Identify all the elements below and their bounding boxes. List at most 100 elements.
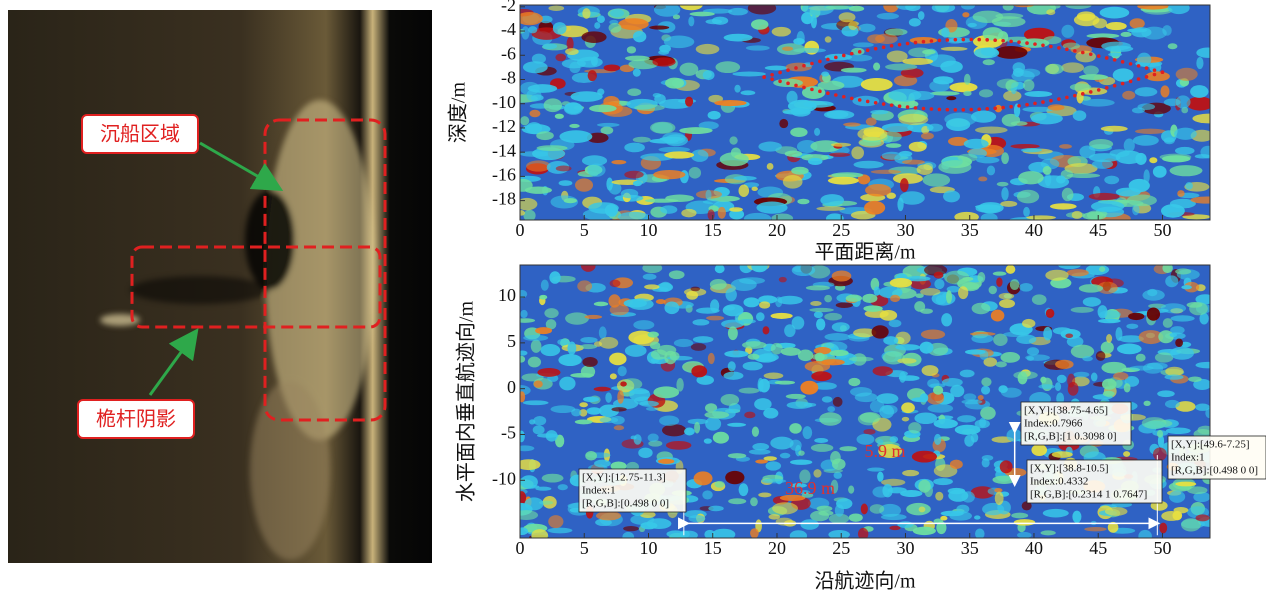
heatmap-blob — [724, 350, 748, 357]
outline-dot — [810, 62, 814, 66]
heatmap-blob — [742, 341, 767, 349]
heatmap-blob — [997, 79, 1019, 89]
heatmap-blob — [1074, 14, 1100, 26]
x-tick-label: 35 — [961, 538, 979, 558]
datatip-text: [X,Y]:[49.6-7.25] — [1171, 439, 1250, 451]
heatmap-blob — [975, 204, 1001, 209]
heatmap-blob — [541, 280, 549, 291]
datatip-text: [X,Y]:[38.8-10.5] — [1030, 463, 1109, 475]
heatmap-blob — [528, 357, 541, 368]
heatmap-blob — [582, 357, 597, 367]
outline-dot — [1105, 86, 1109, 90]
heatmap-blob — [895, 344, 920, 350]
heatmap-blob — [832, 271, 852, 282]
heatmap-blob — [1187, 486, 1207, 494]
heatmap-blob — [1185, 182, 1193, 190]
heatmap-blob — [996, 277, 1002, 286]
heatmap-blob — [706, 19, 723, 24]
heatmap-blob — [873, 63, 880, 71]
heatmap-blob — [725, 288, 736, 301]
heatmap-blob — [979, 418, 986, 428]
heatmap-blob — [650, 122, 675, 134]
heatmap-blob — [708, 353, 715, 364]
heatmap-blob — [604, 64, 621, 71]
heatmap-blob — [521, 26, 529, 39]
heatmap-blob — [643, 274, 657, 280]
heatmap-blob — [656, 299, 666, 304]
heatmap-blob — [1084, 527, 1107, 531]
heatmap-blob — [999, 299, 1015, 308]
heatmap-blob — [633, 69, 641, 77]
heatmap-blob — [1135, 87, 1158, 96]
heatmap-blob — [756, 312, 765, 321]
heatmap-blob — [1045, 173, 1052, 186]
outline-dot — [1009, 105, 1013, 109]
heatmap-blob — [575, 420, 593, 425]
outline-dot — [1049, 99, 1053, 103]
heatmap-blob — [645, 199, 679, 203]
heatmap-blob — [1046, 9, 1055, 15]
datatip-text: [X,Y]:[38.75-4.65] — [1024, 405, 1108, 417]
heatmap-blob — [1067, 173, 1100, 178]
heatmap-blob — [520, 116, 529, 125]
outline-dot — [1025, 41, 1029, 45]
heatmap-blob — [879, 405, 894, 418]
heatmap-blob — [1165, 400, 1180, 408]
heatmap-blob — [833, 397, 843, 407]
heatmap-blob — [1041, 530, 1056, 535]
heatmap-blob — [827, 406, 835, 412]
heatmap-blob — [1162, 25, 1171, 36]
heatmap-blob — [733, 176, 756, 181]
heatmap-blob — [962, 277, 973, 281]
heatmap-blob — [618, 18, 648, 30]
heatmap-blob — [995, 46, 1028, 59]
heatmap-blob — [1166, 428, 1191, 435]
heatmap-blob — [935, 492, 943, 501]
heatmap-blob — [559, 180, 573, 186]
x-tick-label: 50 — [1153, 538, 1171, 558]
heatmap-blob — [564, 198, 577, 203]
outline-dot — [866, 48, 870, 52]
heatmap-blob — [958, 286, 968, 299]
heatmap-blob — [906, 503, 931, 515]
heatmap-blob — [743, 297, 759, 307]
heatmap-blob — [1168, 2, 1190, 14]
heatmap-blob — [1176, 95, 1191, 108]
outline-dot — [1121, 60, 1125, 64]
heatmap-blob — [609, 353, 626, 366]
heatmap-blob — [597, 15, 605, 23]
heatmap-blob — [531, 340, 542, 353]
heatmap-blob — [1137, 3, 1169, 10]
heatmap-blob — [899, 191, 924, 205]
heatmap-blob — [1133, 135, 1159, 146]
heatmap-blob — [770, 437, 793, 450]
heatmap-blob — [946, 96, 956, 100]
x-tick-label: 5 — [580, 538, 589, 558]
heatmap-blob — [1159, 523, 1167, 534]
heatmap-blob — [820, 194, 844, 206]
heatmap-blob — [814, 438, 828, 443]
outline-dot — [818, 90, 822, 94]
heatmap-blob — [1128, 313, 1144, 320]
heatmap-blob — [1190, 85, 1208, 98]
heatmap-blob — [1120, 32, 1131, 37]
heatmap-blob — [634, 105, 665, 111]
heatmap-blob — [539, 295, 547, 300]
heatmap-blob — [1197, 426, 1213, 435]
heatmap-blob — [968, 23, 977, 27]
heatmap-blob — [811, 15, 817, 29]
heatmap-blob — [724, 34, 753, 42]
heatmap-blob — [582, 8, 590, 19]
outline-dot — [770, 73, 774, 77]
heatmap-blob — [1196, 48, 1219, 58]
heatmap-blob — [949, 82, 977, 92]
heatmap-blob — [752, 187, 758, 191]
heatmap-blob — [832, 459, 846, 470]
heatmap-blob — [920, 288, 940, 296]
heatmap-blob — [532, 54, 546, 64]
heatmap-blob — [685, 97, 693, 107]
heatmap-blob — [596, 511, 621, 520]
heatmap-blob — [662, 424, 686, 436]
heatmap-blob — [1171, 315, 1195, 321]
heatmap-blob — [744, 412, 755, 419]
